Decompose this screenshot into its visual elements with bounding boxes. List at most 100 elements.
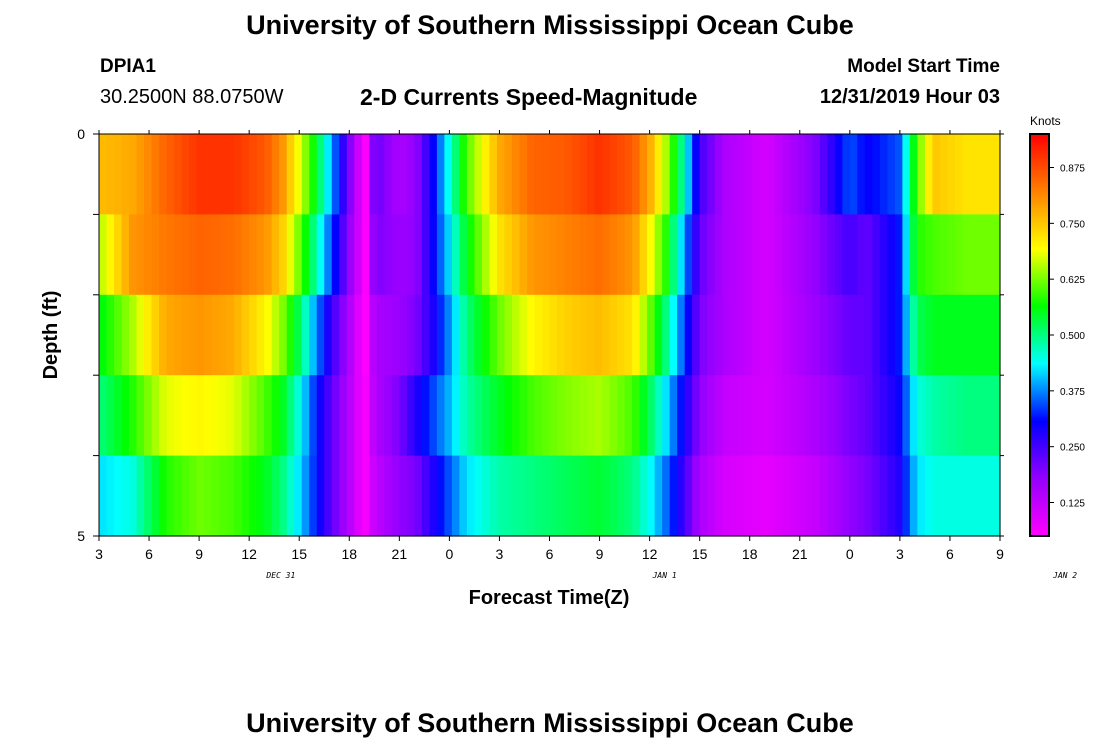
heatmap-cell xyxy=(219,214,228,296)
colorbar-ticks: 0.125 0.250 0.375 0.500 0.625 0.750 0.875 xyxy=(1049,164,1085,510)
heatmap-cell xyxy=(579,214,588,296)
heatmap-cell xyxy=(939,134,949,215)
heatmap-cell xyxy=(151,455,160,537)
heatmap-cell xyxy=(992,134,1001,215)
heatmap-cell xyxy=(564,134,573,215)
heatmap-cell xyxy=(714,214,723,296)
heatmap-cell xyxy=(399,375,408,457)
heatmap-cell xyxy=(444,375,453,457)
heatmap-cell xyxy=(962,134,971,215)
heatmap-cell xyxy=(489,214,498,296)
heatmap-cell xyxy=(917,294,926,376)
colorbar-tick-label: 0.250 xyxy=(1060,443,1085,454)
heatmap-cell xyxy=(564,455,573,537)
heatmap-cell xyxy=(587,134,596,215)
x-tick-label: 12 xyxy=(642,546,658,562)
heatmap-cell xyxy=(692,294,701,376)
heatmap-cell xyxy=(436,214,445,296)
heatmap-cell xyxy=(429,214,438,296)
heatmap-cell xyxy=(301,375,310,457)
heatmap-cell xyxy=(444,134,453,215)
heatmap-cell xyxy=(406,214,415,296)
heatmap-cell xyxy=(662,455,671,537)
heatmap-cell xyxy=(714,455,723,537)
heatmap-cell xyxy=(219,134,228,215)
heatmap-cell xyxy=(654,214,663,296)
heatmap-cell xyxy=(226,134,235,215)
heatmap-cell xyxy=(647,375,656,457)
heatmap-cell xyxy=(977,134,986,215)
heatmap-cell xyxy=(939,375,949,457)
heatmap-cell xyxy=(166,294,175,376)
heatmap-cell xyxy=(834,294,843,376)
heatmap-cell xyxy=(421,134,430,215)
heatmap-cell xyxy=(346,455,355,537)
heatmap-cell xyxy=(354,134,363,215)
heatmap-cell xyxy=(294,294,303,376)
heatmap-cell xyxy=(391,134,400,215)
heatmap-cell xyxy=(977,375,986,457)
heatmap-cell xyxy=(849,375,858,457)
heatmap-cell xyxy=(511,455,521,537)
heatmap-cell xyxy=(924,134,934,215)
heatmap-cell xyxy=(181,375,190,457)
heatmap-cell xyxy=(639,294,648,376)
heatmap-cell xyxy=(339,134,348,215)
heatmap-cell xyxy=(256,214,265,296)
heatmap-cell xyxy=(406,455,415,537)
heatmap-cell xyxy=(572,455,581,537)
heatmap-cell xyxy=(737,214,746,296)
heatmap-cell xyxy=(114,294,123,376)
heatmap-cell xyxy=(309,455,318,537)
heatmap-cell xyxy=(729,214,738,296)
heatmap-cell xyxy=(782,375,791,457)
heatmap-cell xyxy=(174,375,183,457)
heatmap-cell xyxy=(797,134,806,215)
heatmap-cell xyxy=(121,134,130,215)
colorbar-gradient xyxy=(1029,133,1050,537)
heatmap-cell xyxy=(346,375,355,457)
heatmap-cell xyxy=(699,375,708,457)
heatmap-cell xyxy=(504,294,513,376)
heatmap-cell xyxy=(136,134,145,215)
heatmap-cell xyxy=(812,455,821,537)
chart-title: 2-D Currents Speed-Magnitude xyxy=(360,84,698,110)
heatmap-cell xyxy=(196,214,205,296)
heatmap-cell xyxy=(354,375,363,457)
heatmap-cell xyxy=(669,455,678,537)
colorbar-tick-label: 0.500 xyxy=(1060,331,1085,342)
heatmap-cell xyxy=(496,294,506,376)
heatmap-cell xyxy=(834,375,843,457)
heatmap-cell xyxy=(511,375,521,457)
heatmap-cell xyxy=(361,294,370,376)
heatmap-cell xyxy=(466,214,476,296)
heatmap-cell xyxy=(879,294,888,376)
heatmap-cell xyxy=(166,134,175,215)
heatmap-cell xyxy=(797,294,806,376)
heatmap-cell xyxy=(962,455,971,537)
x-tick-label: 18 xyxy=(742,546,758,562)
heatmap-cell xyxy=(729,455,738,537)
heatmap-cell xyxy=(301,134,310,215)
heatmap-cell xyxy=(572,375,581,457)
heatmap-cell xyxy=(842,455,851,537)
heatmap-cell xyxy=(451,294,460,376)
heatmap-cell xyxy=(692,455,701,537)
x-tick-label: 3 xyxy=(95,546,103,562)
heatmap-cell xyxy=(969,455,979,537)
heatmap-cell xyxy=(842,134,851,215)
heatmap-cell xyxy=(256,455,265,537)
heatmap-cell xyxy=(617,294,626,376)
heatmap-cell xyxy=(669,294,678,376)
heatmap-cell xyxy=(181,294,190,376)
heatmap-cell xyxy=(692,214,701,296)
heatmap-cell xyxy=(857,134,866,215)
heatmap-cell xyxy=(151,375,160,457)
heatmap-cell xyxy=(324,375,333,457)
heatmap-cell xyxy=(924,375,934,457)
heatmap-cell xyxy=(271,134,280,215)
date-label: JAN 2 xyxy=(1052,571,1077,580)
heatmap-cell xyxy=(564,294,573,376)
heatmap-cell xyxy=(557,214,566,296)
heatmap-cell xyxy=(969,134,979,215)
